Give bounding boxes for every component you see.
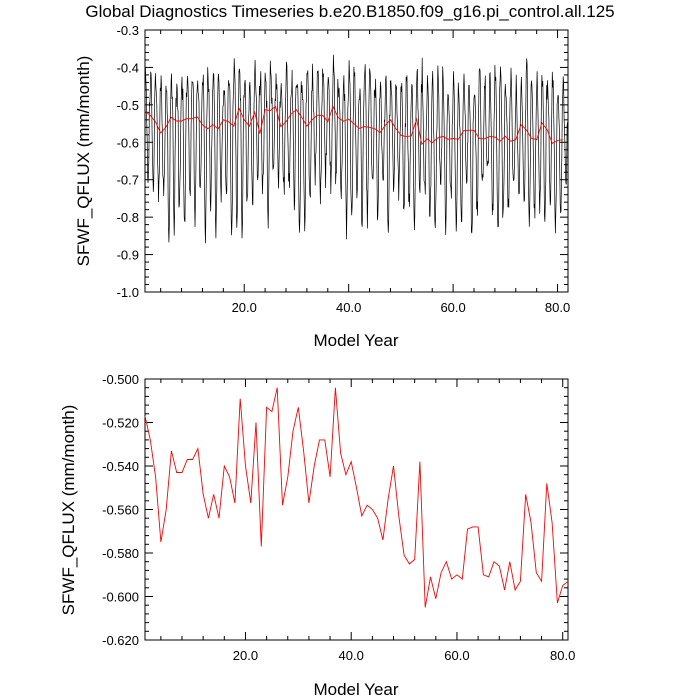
top-x-tick-label: 80.0: [545, 300, 570, 315]
bottom-y-tick-label: -0.520: [102, 416, 139, 431]
top-y-tick-label: -0.7: [117, 173, 139, 188]
top-y-tick-label: -0.4: [117, 60, 139, 75]
bottom-x-tick-label: 60.0: [444, 648, 469, 663]
top-x-tick-label: 20.0: [232, 300, 257, 315]
top-panel: 20.0 40.0 60.0 80.0 -1.0 -0.9 -0.8 -0.7 -0.6 -0.5…: [74, 23, 570, 350]
top-y-tick-label: -0.9: [117, 248, 139, 263]
bottom-x-tick-label: 20.0: [233, 648, 258, 663]
top-plot-frame: [144, 29, 569, 293]
bottom-x-tick-label: 40.0: [339, 648, 364, 663]
top-monthly-line: [144, 54, 568, 244]
top-x-tick-label: 40.0: [336, 300, 361, 315]
bottom-y-tick-label: -0.560: [102, 503, 139, 518]
top-annual-mean-line: [144, 105, 563, 146]
top-y-tick-label: -0.3: [117, 23, 139, 38]
top-x-axis-label: Model Year: [313, 331, 398, 350]
bottom-y-tick-label: -0.540: [102, 459, 139, 474]
top-y-tick-label: -0.8: [117, 210, 139, 225]
top-y-axis-label: SFWF_QFLUX (mm/month): [74, 56, 93, 267]
top-y-tick-label: -0.5: [117, 98, 139, 113]
bottom-x-axis-label: Model Year: [313, 680, 398, 699]
bottom-y-tick-label: -0.600: [102, 590, 139, 605]
bottom-y-tick-label: -0.500: [102, 372, 139, 387]
bottom-y-tick-label: -0.620: [102, 633, 139, 648]
top-monthly-series: [144, 54, 568, 244]
bottom-minor-ticks: [145, 379, 568, 640]
bottom-plot-frame: [144, 378, 569, 641]
top-y-tick-label: -1.0: [117, 285, 139, 300]
top-x-tick-label: 60.0: [440, 300, 465, 315]
bottom-y-axis-label: SFWF_QFLUX (mm/month): [59, 405, 78, 616]
bottom-annual-mean-line: [144, 387, 569, 608]
top-annual-series: [144, 105, 563, 146]
bottom-annual-series: [144, 387, 569, 608]
bottom-ticks: 20.0 40.0 60.0 80.0 -0.620 -0.600 -0.580 -0.560…: [102, 372, 575, 663]
top-y-tick-label: -0.6: [117, 135, 139, 150]
bottom-y-tick-label: -0.580: [102, 546, 139, 561]
top-minor-ticks: [145, 30, 568, 292]
bottom-x-tick-label: 80.0: [550, 648, 575, 663]
bottom-panel: 20.0 40.0 60.0 80.0 -0.620 -0.600 -0.580 -0.560…: [59, 372, 575, 699]
chart-title: Global Diagnostics Timeseries b.e20.B185…: [85, 2, 614, 21]
